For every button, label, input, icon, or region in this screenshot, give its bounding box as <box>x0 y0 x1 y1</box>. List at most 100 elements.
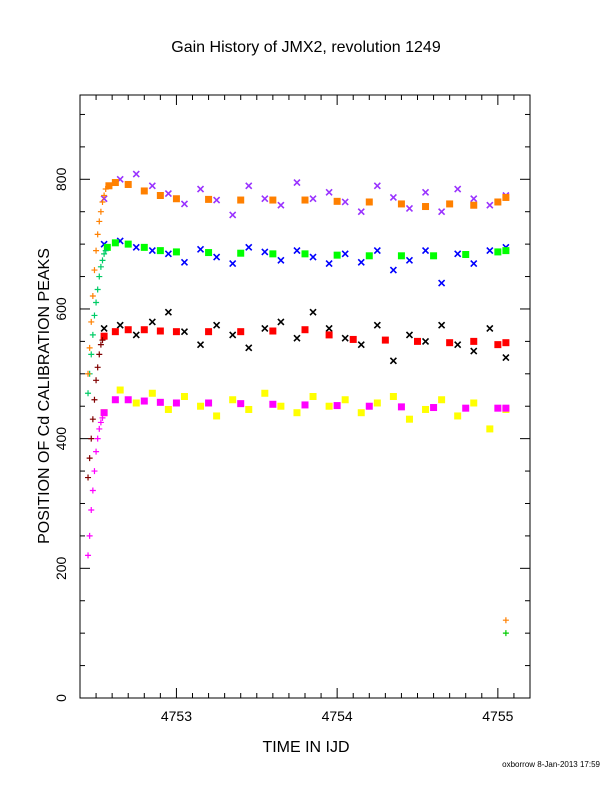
data-point <box>261 195 269 203</box>
data-point <box>132 170 140 178</box>
data-point <box>502 247 510 255</box>
data-point <box>405 204 414 213</box>
data-point <box>172 248 180 256</box>
data-point <box>333 402 341 410</box>
data-point <box>89 293 96 299</box>
data-point <box>277 201 285 209</box>
data-point <box>100 409 108 417</box>
data-point <box>454 341 462 349</box>
data-point <box>309 393 317 400</box>
data-point <box>111 328 119 336</box>
data-point <box>405 415 413 423</box>
data-point <box>245 405 253 413</box>
data-point <box>470 260 478 268</box>
data-point <box>140 187 148 195</box>
data-point <box>140 397 148 405</box>
data-point <box>405 256 414 264</box>
y-tick-label: 800 <box>53 167 69 191</box>
y-tick-label: 400 <box>53 427 69 451</box>
data-point <box>156 247 164 255</box>
data-point <box>245 243 253 251</box>
data-point <box>373 399 381 407</box>
data-point <box>277 256 285 264</box>
data-point <box>269 400 277 408</box>
data-point <box>446 200 454 208</box>
data-point <box>293 409 301 417</box>
y-axis-label: POSITION OF Cd CALIBRATION PEAKS <box>36 248 53 544</box>
data-point <box>196 245 205 253</box>
data-point <box>229 331 237 339</box>
data-point <box>140 243 148 251</box>
data-point <box>293 334 301 342</box>
data-point <box>111 396 119 404</box>
data-point <box>91 396 98 403</box>
data-point <box>502 354 510 362</box>
data-point <box>156 398 164 406</box>
data-point <box>245 182 253 190</box>
data-point <box>430 252 438 260</box>
data-point <box>88 506 95 513</box>
plot-frame <box>79 94 531 699</box>
data-point <box>97 263 104 270</box>
data-point <box>261 389 269 397</box>
data-point <box>180 200 189 208</box>
data-point <box>196 341 205 349</box>
data-point <box>293 178 301 187</box>
data-point <box>422 203 430 211</box>
data-point <box>172 399 180 407</box>
data-point <box>301 196 309 204</box>
data-point <box>132 243 140 251</box>
data-point <box>373 182 381 190</box>
data-point <box>99 257 106 264</box>
data-point <box>486 201 494 209</box>
data-point <box>205 249 213 257</box>
data-point <box>301 250 309 258</box>
data-point <box>94 286 101 293</box>
data-point <box>341 198 349 206</box>
x-tick-label: 4753 <box>161 708 192 724</box>
data-point <box>85 552 92 559</box>
data-point <box>470 337 478 345</box>
data-point <box>446 339 454 347</box>
data-point <box>99 198 106 205</box>
data-point <box>438 396 446 404</box>
data-point <box>156 192 164 199</box>
data-point <box>124 180 132 188</box>
data-point <box>389 393 397 400</box>
data-point <box>470 399 478 407</box>
data-point <box>96 425 103 432</box>
y-tick-label: 200 <box>53 556 69 580</box>
data-point <box>357 341 365 349</box>
data-point <box>421 247 430 255</box>
data-point <box>341 396 349 404</box>
data-point <box>148 182 156 190</box>
data-point <box>333 197 341 205</box>
data-point <box>94 364 101 371</box>
data-point <box>494 341 502 349</box>
data-point <box>116 386 124 394</box>
data-point <box>502 617 509 624</box>
data-point <box>301 401 309 409</box>
data-point <box>277 318 285 326</box>
data-point <box>111 179 119 187</box>
data-point <box>100 332 108 340</box>
data-point <box>454 412 462 420</box>
data-point <box>502 630 509 637</box>
data-point <box>357 409 365 417</box>
data-point <box>357 208 365 216</box>
data-point <box>148 389 156 397</box>
data-point <box>156 327 164 335</box>
data-point <box>269 327 277 335</box>
data-point <box>309 195 317 203</box>
data-point <box>389 193 397 202</box>
data-point <box>494 198 502 206</box>
data-point <box>86 344 93 351</box>
data-point <box>405 331 414 339</box>
data-point <box>180 258 189 266</box>
data-point <box>237 249 245 257</box>
data-point <box>421 188 430 196</box>
footer-timestamp: oxborrow 8-Jan-2013 17:59 <box>502 760 600 769</box>
data-point <box>89 487 96 494</box>
data-point <box>205 328 213 336</box>
